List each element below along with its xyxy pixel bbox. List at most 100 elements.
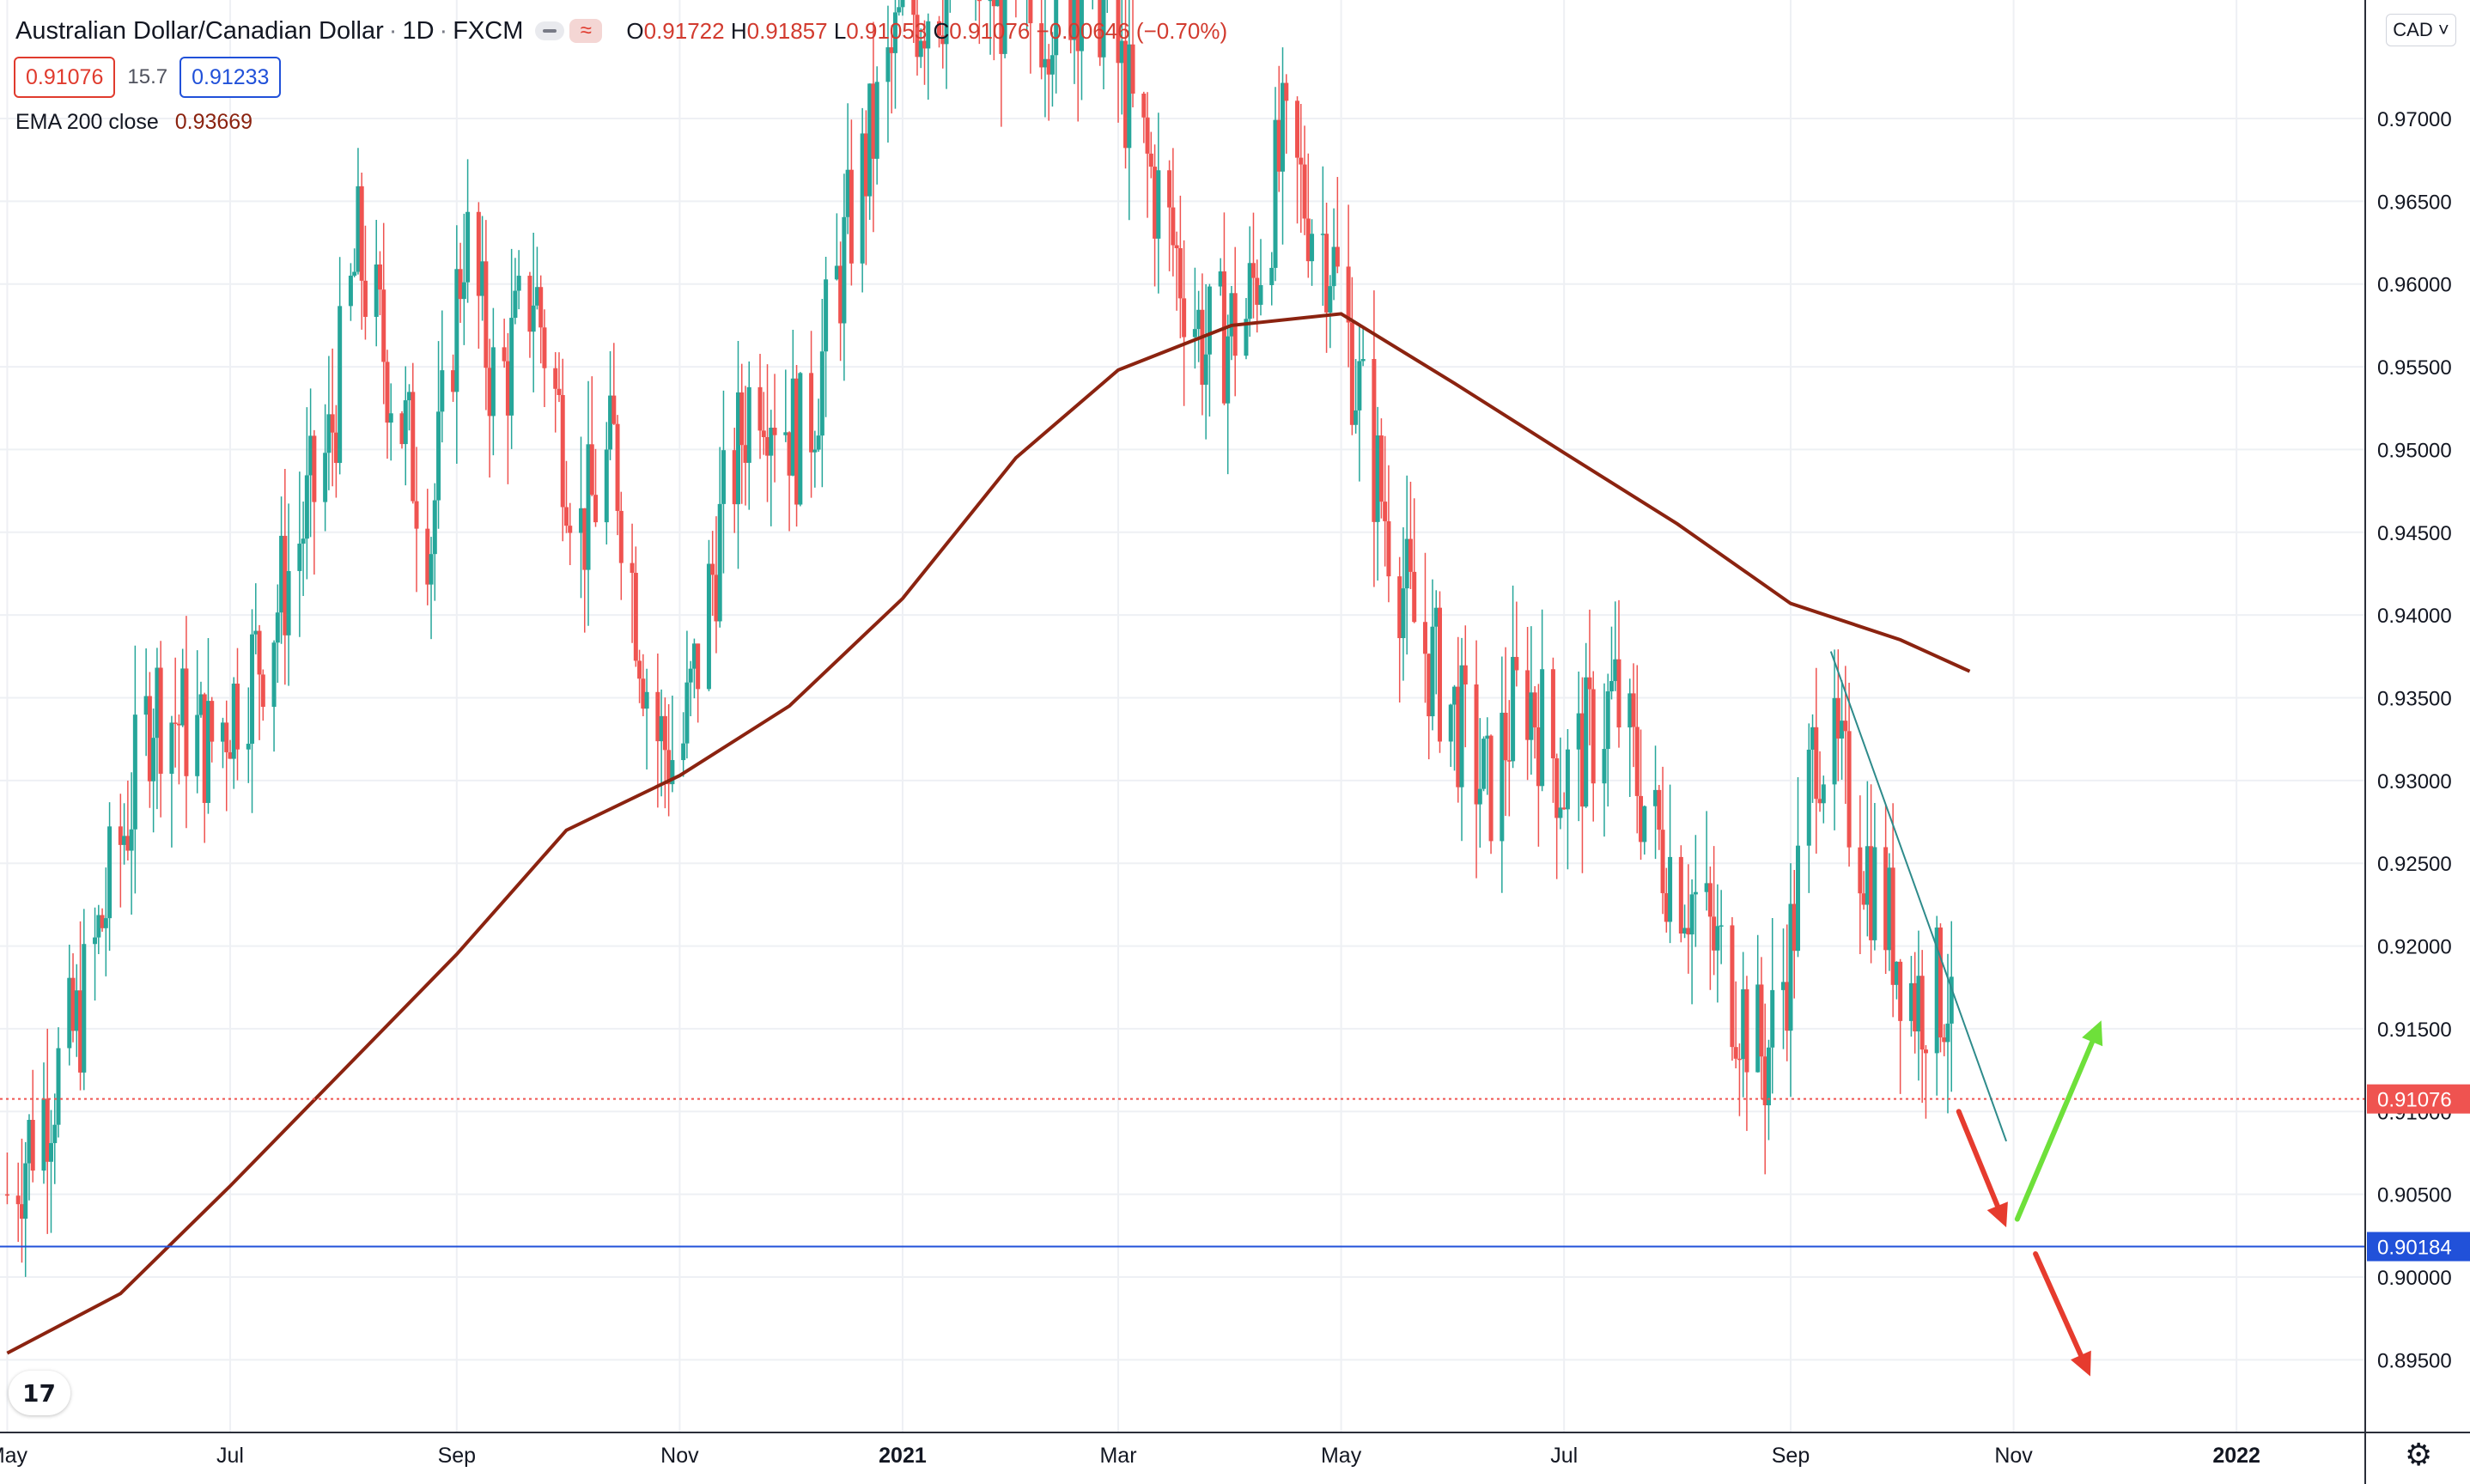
candle-body	[338, 306, 343, 464]
candle-body	[1840, 721, 1845, 739]
candle-body	[399, 413, 405, 445]
visibility-toggle-icon[interactable]	[535, 21, 565, 40]
candle-body	[56, 1048, 61, 1125]
candle-body	[922, 40, 928, 49]
candle-body	[461, 282, 466, 300]
gear-icon[interactable]: ⚙	[2405, 1437, 2433, 1472]
candle-body	[860, 133, 865, 264]
candle-body	[1631, 693, 1636, 727]
candle-body	[432, 500, 437, 555]
candle-body	[819, 351, 824, 436]
candle-body	[275, 612, 280, 643]
ohlc-values: O0.91722 H0.91857 L0.91053 C0.91076 −0.0…	[626, 18, 1227, 45]
candlestick-series	[4, 0, 1954, 1277]
candle-body	[1814, 727, 1819, 800]
candle-body	[824, 279, 829, 352]
candle-body	[48, 1143, 53, 1162]
candle-body	[155, 667, 160, 739]
candle-body	[579, 508, 584, 533]
candle-body	[611, 395, 617, 424]
candle-body	[45, 1098, 50, 1162]
candle-body	[655, 691, 660, 742]
candle-body	[618, 510, 624, 563]
candle-body	[1719, 925, 1724, 927]
arrow-down-to-support-shaft	[1956, 1109, 2004, 1216]
candle-body	[1221, 271, 1226, 404]
candle-body	[1226, 336, 1231, 404]
candle-body	[1182, 298, 1187, 338]
candle-body	[732, 450, 737, 505]
tradingview-logo-icon[interactable]: 17	[9, 1371, 70, 1415]
candle-body	[1579, 713, 1585, 807]
candle-body	[41, 1098, 46, 1171]
candle-body	[560, 395, 565, 508]
candle-body	[356, 186, 361, 272]
candle-body	[812, 449, 818, 453]
candle-body	[999, 0, 1004, 54]
y-tick-label: 0.89500	[2377, 1349, 2452, 1372]
candle-body	[691, 643, 697, 669]
candle-body	[253, 630, 259, 635]
sell-price-button[interactable]: 0.91076	[14, 57, 116, 98]
candle-body	[122, 836, 127, 845]
projection-arrows	[1956, 1020, 2103, 1377]
candle-body	[1372, 359, 1377, 522]
change-value: −0.00646 (−0.70%)	[1036, 17, 1228, 44]
candle-body	[78, 990, 83, 1073]
candle-body	[593, 495, 599, 523]
candle-body	[235, 684, 240, 750]
symbol-name[interactable]: Australian Dollar/Canadian Dollar	[15, 16, 384, 45]
candle-body	[1817, 799, 1822, 804]
candle-body	[834, 265, 839, 280]
candle-body	[1715, 926, 1720, 951]
candle-body	[988, 0, 993, 2]
candle-body	[411, 392, 416, 502]
candle-body	[1693, 891, 1698, 895]
candle-body	[1613, 659, 1618, 682]
candle-body	[100, 915, 105, 928]
x-tick-label: 2021	[879, 1444, 927, 1468]
candle-body	[505, 361, 510, 416]
candle-body	[1244, 319, 1249, 356]
candle-body	[630, 563, 635, 574]
separator-dot: ·	[439, 16, 448, 45]
candle-body	[30, 1119, 35, 1171]
candle-body	[1657, 789, 1662, 830]
candle-body	[1894, 961, 1899, 985]
candle-body	[407, 392, 412, 401]
candle-body	[359, 186, 364, 281]
candle-body	[1075, 0, 1080, 52]
indicator-legend[interactable]: EMA 200 close 0.93669	[15, 110, 252, 135]
candle-body	[74, 990, 79, 1031]
candle-body	[487, 368, 492, 417]
candle-body	[783, 432, 788, 435]
candle-body	[1335, 246, 1340, 267]
compare-wave-icon[interactable]: ≈	[569, 19, 603, 43]
candle-body	[940, 35, 946, 45]
currency-selector[interactable]: CAD ˅	[2386, 14, 2456, 46]
currency-label: CAD	[2393, 19, 2433, 40]
candle-body	[1934, 928, 1939, 1054]
ema-200-line	[6, 312, 1971, 1355]
candle-body	[516, 276, 521, 291]
candle-body	[892, 12, 897, 53]
candle-body	[143, 696, 149, 715]
candle-body	[790, 378, 795, 476]
candle-body	[1540, 669, 1545, 787]
candle-body	[246, 744, 251, 750]
candle-body	[323, 453, 328, 502]
candle-body	[845, 169, 850, 217]
candle-body	[158, 667, 163, 774]
candle-body	[1192, 329, 1197, 338]
candle-body	[1821, 784, 1826, 804]
candle-body	[202, 694, 207, 803]
interval-label[interactable]: 1D	[402, 16, 435, 45]
candle-body	[582, 508, 587, 570]
candle-body	[586, 444, 591, 570]
candle-body	[1865, 846, 1870, 905]
candle-body	[1299, 157, 1304, 165]
buy-price-button[interactable]: 0.91233	[179, 57, 282, 98]
candle-body	[151, 738, 156, 782]
candle-body	[553, 368, 558, 389]
